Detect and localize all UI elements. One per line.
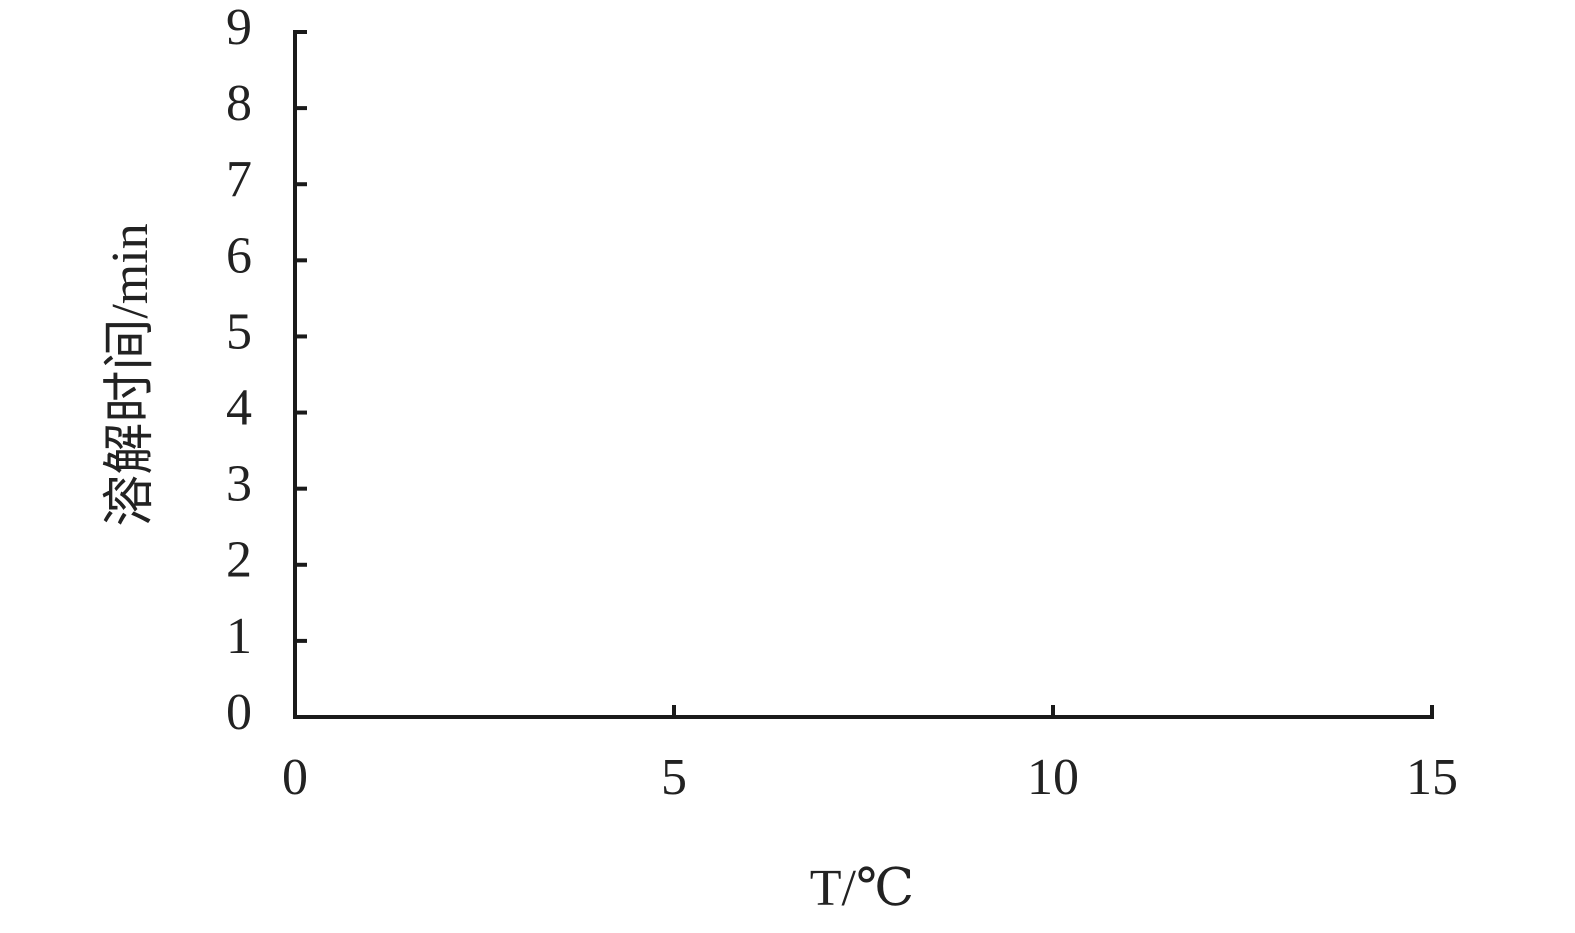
- y-tick-label: 1: [226, 608, 252, 665]
- y-tick-label: 9: [226, 0, 252, 56]
- y-axis-label: 溶解时间/min: [102, 223, 159, 526]
- y-tick-label: 5: [226, 303, 252, 360]
- x-tick-label: 15: [1406, 749, 1458, 806]
- y-tick-label: 8: [226, 75, 252, 132]
- y-tick-label: 0: [226, 684, 252, 741]
- y-tick-label: 7: [226, 151, 252, 208]
- x-tick-label: 10: [1027, 749, 1079, 806]
- x-tick-label: 5: [661, 749, 687, 806]
- x-axis-label: T/℃: [810, 860, 914, 917]
- y-tick-label: 2: [226, 532, 252, 589]
- x-tick-label: 0: [282, 749, 308, 806]
- y-tick-label: 6: [226, 227, 252, 284]
- y-tick-label: 3: [226, 456, 252, 513]
- y-tick-label: 4: [226, 379, 252, 436]
